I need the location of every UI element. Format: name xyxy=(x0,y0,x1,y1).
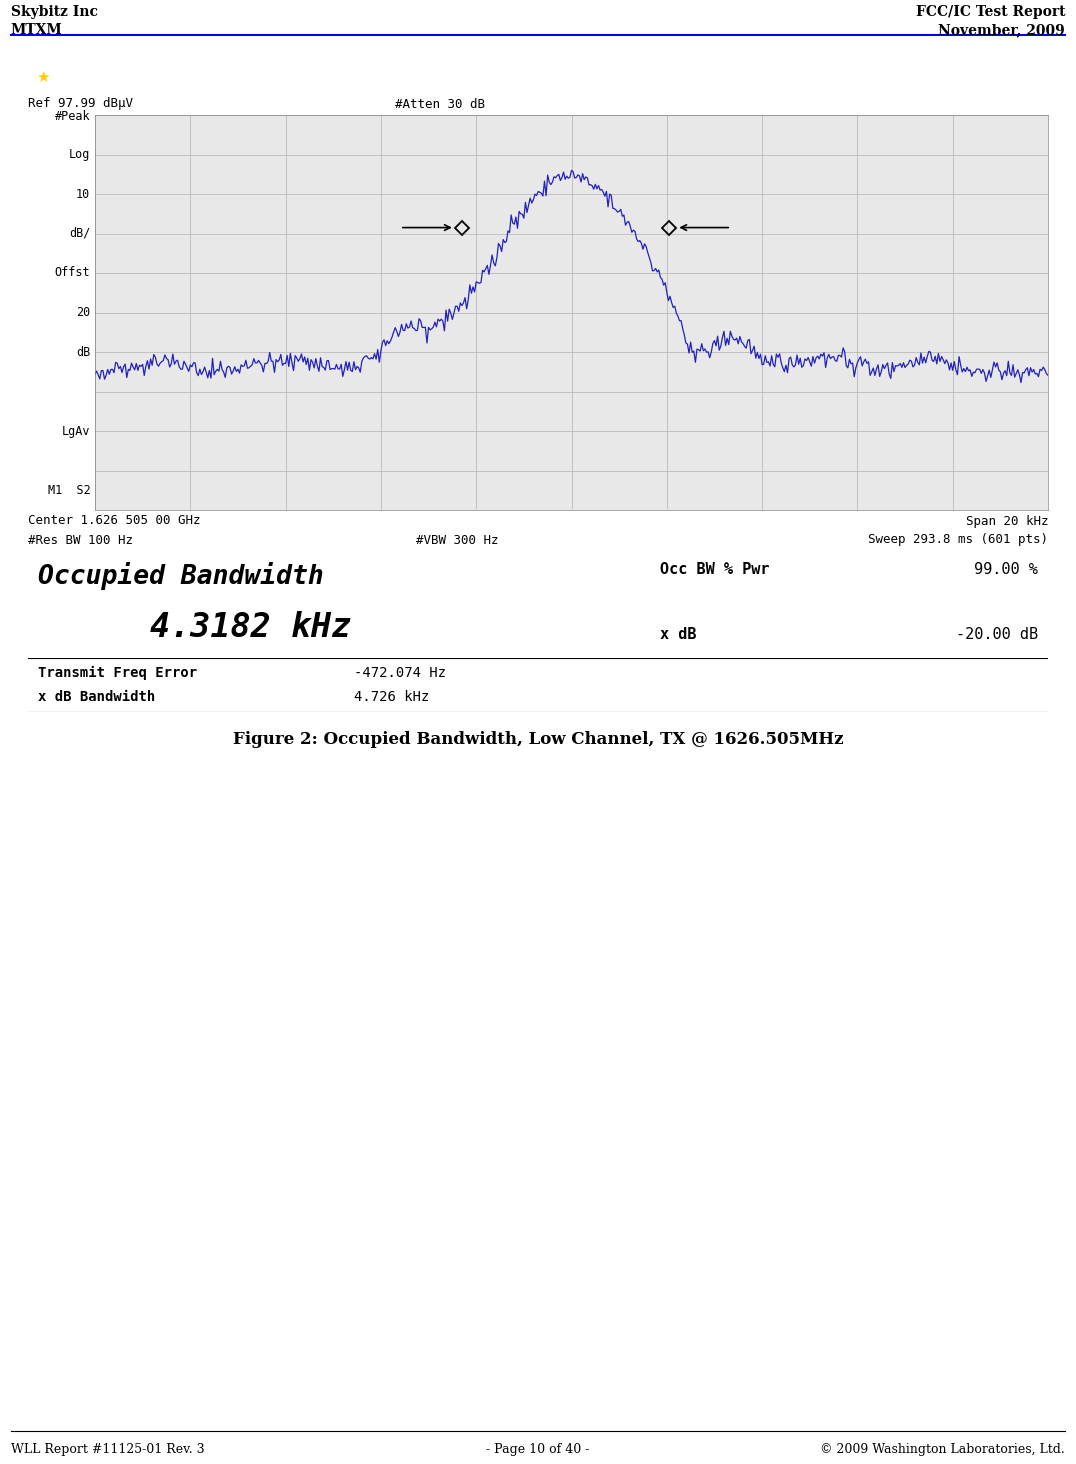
Text: WLL Report #11125-01 Rev. 3: WLL Report #11125-01 Rev. 3 xyxy=(11,1444,204,1457)
Text: © 2009 Washington Laboratories, Ltd.: © 2009 Washington Laboratories, Ltd. xyxy=(821,1444,1065,1457)
Text: FCC/IC Test Report: FCC/IC Test Report xyxy=(916,6,1065,19)
Text: -20.00 dB: -20.00 dB xyxy=(955,627,1037,643)
Text: x dB Bandwidth: x dB Bandwidth xyxy=(39,690,155,704)
Text: -472.074 Hz: -472.074 Hz xyxy=(354,666,447,681)
Text: Log: Log xyxy=(69,148,90,161)
Text: #Atten 30 dB: #Atten 30 dB xyxy=(395,98,485,110)
Text: Occ BW % Pwr: Occ BW % Pwr xyxy=(661,562,770,577)
Text: Sweep 293.8 ms (601 pts): Sweep 293.8 ms (601 pts) xyxy=(868,533,1048,546)
Text: R    T: R T xyxy=(925,69,980,85)
Text: M1  S2: M1 S2 xyxy=(47,483,90,496)
Text: 20: 20 xyxy=(76,306,90,319)
Text: - Page 10 of 40 -: - Page 10 of 40 - xyxy=(486,1444,590,1457)
Text: Agilent 13:26:57  Sep 13, 2009: Agilent 13:26:57 Sep 13, 2009 xyxy=(58,70,318,83)
Text: Ref 97.99 dBμV: Ref 97.99 dBμV xyxy=(28,98,133,110)
Text: Occupied Bandwidth: Occupied Bandwidth xyxy=(39,562,324,590)
Text: Offst: Offst xyxy=(55,266,90,280)
Text: x dB: x dB xyxy=(661,627,697,643)
Text: #VBW 300 Hz: #VBW 300 Hz xyxy=(415,533,498,546)
Text: #Res BW 100 Hz: #Res BW 100 Hz xyxy=(28,533,133,546)
Text: Figure 2: Occupied Bandwidth, Low Channel, TX @ 1626.505MHz: Figure 2: Occupied Bandwidth, Low Channe… xyxy=(232,731,844,748)
Text: 4.3182 kHz: 4.3182 kHz xyxy=(151,610,352,644)
Text: MTXM: MTXM xyxy=(11,23,62,38)
Text: #Peak: #Peak xyxy=(55,110,90,123)
Text: November, 2009: November, 2009 xyxy=(938,23,1065,38)
Text: Skybitz Inc: Skybitz Inc xyxy=(11,6,98,19)
Text: Center 1.626 505 00 GHz: Center 1.626 505 00 GHz xyxy=(28,514,200,527)
Text: Span 20 kHz: Span 20 kHz xyxy=(965,514,1048,527)
Text: dB: dB xyxy=(76,346,90,359)
Text: 10: 10 xyxy=(76,187,90,201)
Text: 99.00 %: 99.00 % xyxy=(974,562,1037,577)
Text: 4.726 kHz: 4.726 kHz xyxy=(354,690,429,704)
Text: dB/: dB/ xyxy=(69,227,90,240)
Text: ★: ★ xyxy=(37,69,49,85)
Text: LgAv: LgAv xyxy=(61,425,90,438)
Text: Transmit Freq Error: Transmit Freq Error xyxy=(39,666,197,681)
